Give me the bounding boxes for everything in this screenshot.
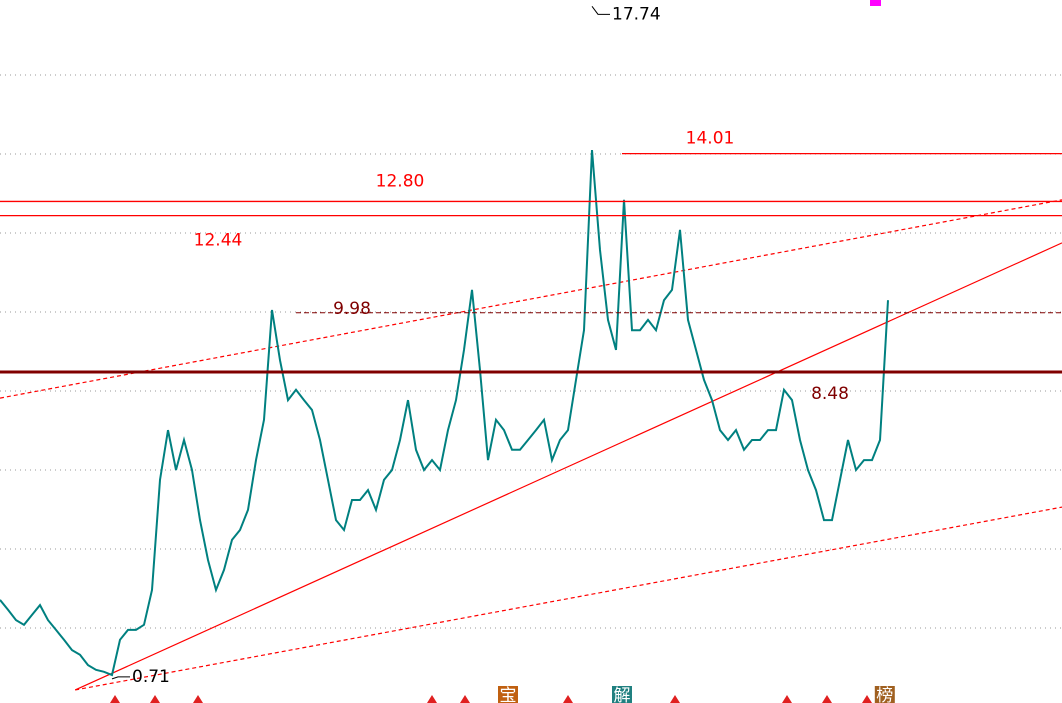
event-arrow — [110, 695, 120, 703]
marker-square — [870, 0, 881, 6]
event-label: 宝 — [500, 686, 517, 703]
extreme-pointer — [111, 676, 130, 680]
level-label: 14.01 — [686, 129, 735, 149]
event-arrow — [193, 695, 203, 703]
event-arrow — [150, 695, 160, 703]
event-arrow — [862, 695, 872, 703]
event-box — [612, 686, 632, 703]
level-label: 12.44 — [194, 231, 243, 251]
trendline — [75, 506, 1062, 691]
event-arrow — [460, 695, 470, 703]
price-line — [0, 150, 889, 677]
level-label: 8.48 — [811, 384, 849, 404]
event-arrow — [782, 695, 792, 703]
level-label: 9.98 — [333, 299, 371, 319]
event-arrow — [670, 695, 680, 703]
event-box — [874, 686, 895, 703]
extreme-pointer — [591, 6, 610, 15]
extreme-label: 0.71 — [132, 667, 170, 687]
extreme-label: 17.74 — [612, 4, 661, 24]
event-label: 榜 — [876, 686, 893, 703]
event-arrow — [822, 695, 832, 703]
event-label: 解 — [614, 686, 631, 703]
event-arrow — [427, 695, 437, 703]
trendline — [74, 242, 1062, 691]
event-arrow — [563, 695, 573, 703]
event-box — [498, 686, 518, 703]
trendline — [0, 199, 1062, 399]
level-label: 12.80 — [376, 171, 425, 191]
